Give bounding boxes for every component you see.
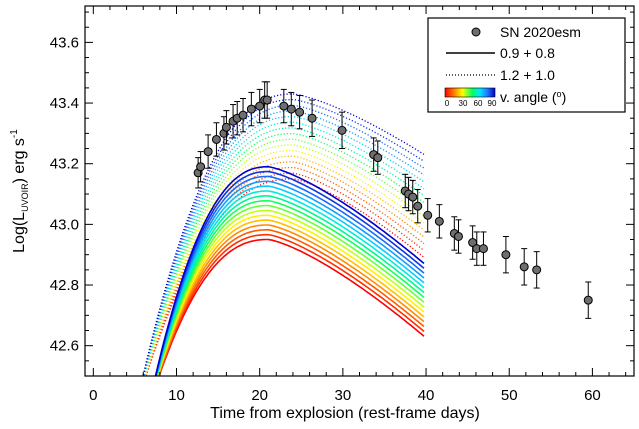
data-point bbox=[279, 101, 289, 111]
data-point bbox=[408, 192, 418, 202]
dotted-curve-angle-84 bbox=[142, 98, 425, 376]
data-point bbox=[307, 113, 317, 123]
legend-colorbar bbox=[444, 87, 496, 98]
data-point bbox=[532, 265, 542, 275]
data-point bbox=[501, 250, 511, 260]
y-axis-label: Log(LUVOIR) erg s-1 bbox=[9, 129, 30, 253]
x-axis: 0 10 20 30 40 50 60 bbox=[89, 6, 627, 404]
colorbar-tick-60: 60 bbox=[474, 99, 483, 108]
dotted-curve-angle-6 bbox=[145, 172, 425, 376]
legend-solid-label: 0.9 + 0.8 bbox=[500, 45, 555, 61]
data-point bbox=[453, 231, 463, 241]
dotted-curve-angle-54 bbox=[143, 127, 425, 376]
data-point bbox=[196, 162, 206, 172]
solid-curve-angle-6 bbox=[158, 233, 425, 376]
colorbar-tick-30: 30 bbox=[459, 99, 468, 108]
solid-curve-angle-12 bbox=[157, 229, 425, 376]
x-tick-label: 40 bbox=[418, 387, 435, 404]
data-point bbox=[373, 153, 383, 163]
x-tick-label: 0 bbox=[89, 387, 97, 404]
y-axis: 42.6 42.8 43.0 43.2 43.4 43.6 bbox=[50, 11, 634, 377]
x-axis-label: Time from explosion (rest-frame days) bbox=[210, 405, 480, 422]
data-point bbox=[478, 244, 488, 254]
y-tick-label: 43.4 bbox=[50, 95, 79, 112]
data-point bbox=[286, 104, 296, 114]
solid-curve-angle-90 bbox=[154, 165, 425, 376]
x-tick-label: 50 bbox=[501, 387, 518, 404]
data-point bbox=[583, 295, 593, 305]
dotted-curve-angle-12 bbox=[144, 166, 425, 376]
legend-dotted-label: 1.2 + 1.0 bbox=[500, 67, 555, 83]
solid-curve-angle-36 bbox=[156, 209, 425, 376]
y-tick-label: 42.6 bbox=[50, 338, 79, 355]
y-tick-label: 42.8 bbox=[50, 277, 79, 294]
data-point bbox=[413, 201, 423, 211]
data-point bbox=[211, 134, 221, 144]
solid-curve-angle-0 bbox=[158, 238, 425, 376]
solid-curve-angle-78 bbox=[155, 175, 425, 376]
y-tick-label: 43.0 bbox=[50, 216, 79, 233]
data-point bbox=[434, 216, 444, 226]
x-tick-label: 60 bbox=[584, 387, 601, 404]
dotted-curve-angle-42 bbox=[143, 138, 425, 376]
solid-curve-angle-54 bbox=[155, 195, 425, 376]
model-curves-solid bbox=[154, 165, 425, 376]
solid-curve-angle-66 bbox=[155, 185, 425, 376]
solid-curve-angle-42 bbox=[156, 204, 425, 376]
data-point bbox=[262, 95, 272, 105]
dotted-curve-angle-36 bbox=[143, 144, 425, 376]
legend: SN 2020esm 0.9 + 0.8 1.2 + 1.0 0 30 60 9… bbox=[427, 17, 626, 113]
data-point bbox=[519, 262, 529, 272]
dotted-curve-angle-18 bbox=[144, 161, 425, 376]
data-point bbox=[295, 107, 305, 117]
x-tick-label: 10 bbox=[168, 387, 185, 404]
data-point bbox=[337, 125, 347, 135]
legend-box bbox=[427, 17, 626, 113]
observed-points bbox=[193, 81, 593, 319]
data-point bbox=[203, 147, 213, 157]
solid-curve-angle-30 bbox=[156, 214, 425, 376]
data-point bbox=[423, 210, 433, 220]
data-point bbox=[221, 122, 231, 132]
x-tick-label: 30 bbox=[335, 387, 352, 404]
y-tick-label: 43.6 bbox=[50, 34, 79, 51]
y-tick-label: 43.2 bbox=[50, 156, 79, 173]
legend-colorbar-label: v. angle (o) bbox=[500, 89, 566, 105]
data-point bbox=[246, 104, 256, 114]
data-point bbox=[238, 110, 248, 120]
solid-curve-angle-72 bbox=[155, 180, 425, 376]
legend-observed-marker bbox=[471, 27, 481, 37]
colorbar-tick-90: 90 bbox=[488, 99, 497, 108]
legend-observed-label: SN 2020esm bbox=[500, 24, 581, 40]
x-tick-label: 20 bbox=[251, 387, 268, 404]
colorbar-tick-0: 0 bbox=[445, 99, 450, 108]
solid-curve-angle-84 bbox=[154, 170, 425, 376]
solid-curve-angle-24 bbox=[157, 219, 425, 376]
solid-curve-angle-18 bbox=[157, 224, 425, 376]
solid-curve-angle-48 bbox=[156, 199, 425, 376]
data-point bbox=[255, 101, 265, 111]
solid-curve-angle-60 bbox=[155, 190, 425, 376]
